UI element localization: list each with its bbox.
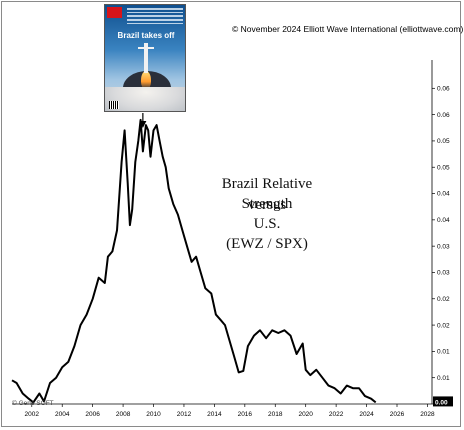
x-tick-label: 2018 xyxy=(268,411,283,418)
y-tick-label: 0.04 xyxy=(437,217,450,224)
cover-rocket-flame xyxy=(141,71,151,89)
y-tick-label: 0.01 xyxy=(437,349,450,356)
last-value-box xyxy=(433,396,453,407)
y-tick-label: 0.03 xyxy=(437,243,450,250)
magazine-cover-image: Brazil takes off xyxy=(104,4,186,112)
x-tick-label: 2012 xyxy=(177,411,192,418)
y-tick-label: 0.05 xyxy=(437,164,450,171)
x-tick-label: 2014 xyxy=(207,411,222,418)
x-tick-label: 2020 xyxy=(298,411,313,418)
annotation-line-4: (EWZ / SPX) xyxy=(226,236,308,252)
x-tick-label: 2004 xyxy=(55,411,70,418)
x-tick-label: 2008 xyxy=(116,411,131,418)
x-tick-label: 2016 xyxy=(238,411,253,418)
y-tick-label: 0.05 xyxy=(437,138,450,145)
y-tick-label: 0.02 xyxy=(437,296,450,303)
annotation-line-3: U.S. xyxy=(253,216,281,232)
series-line xyxy=(11,118,377,404)
x-tick-label: 2002 xyxy=(25,411,40,418)
annotation-line-2: versus xyxy=(247,197,287,213)
cover-statue-arms xyxy=(138,47,154,49)
cover-barcode xyxy=(109,101,119,109)
x-tick-label: 2022 xyxy=(329,411,344,418)
cover-statue xyxy=(144,43,148,73)
magazine-logo xyxy=(107,7,122,18)
x-tick-label: 2024 xyxy=(359,411,374,418)
cover-headlines xyxy=(127,8,183,26)
cover-arrow-head xyxy=(139,121,147,128)
y-tick-label: 0.04 xyxy=(437,191,450,198)
last-value-label: 0.00 xyxy=(435,399,448,406)
y-tick-label: 0.02 xyxy=(437,322,450,329)
y-tick-label: 0.03 xyxy=(437,270,450,277)
annotation-line-1: Brazil Relative Strength xyxy=(221,176,313,212)
copyright-text: © November 2024 Elliott Wave Internation… xyxy=(232,24,464,34)
y-tick-label: 0.06 xyxy=(437,86,450,93)
y-tick-label: 0.06 xyxy=(437,112,450,119)
x-tick-label: 2010 xyxy=(146,411,161,418)
cover-title: Brazil takes off xyxy=(117,31,175,40)
watermark-text: © Gene SOFT xyxy=(12,400,54,407)
x-tick-label: 2026 xyxy=(390,411,405,418)
x-tick-label: 2028 xyxy=(420,411,435,418)
x-tick-label: 2006 xyxy=(85,411,100,418)
y-tick-label: 0.01 xyxy=(437,375,450,382)
